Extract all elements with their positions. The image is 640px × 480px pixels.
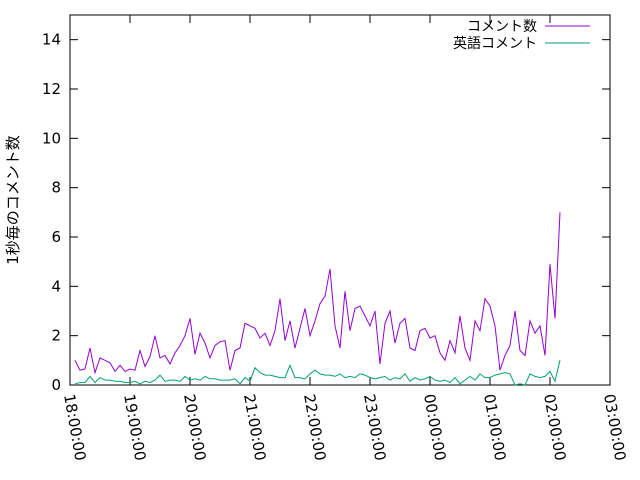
- x-tick-label: 02:00:00: [540, 393, 569, 462]
- x-tick-label: 19:00:00: [120, 393, 149, 462]
- y-tick-label: 8: [51, 179, 61, 197]
- x-tick-label: 21:00:00: [240, 393, 269, 462]
- legend-label: コメント数: [467, 19, 537, 35]
- series-line-2: [74, 360, 561, 386]
- y-tick-label: 2: [51, 327, 61, 345]
- y-tick-label: 4: [51, 277, 61, 295]
- y-tick-label: 6: [51, 228, 61, 246]
- x-tick-label: 23:00:00: [360, 393, 389, 462]
- series-line-1: [74, 212, 561, 375]
- ticks: 0 2 4 6 8 10 12 14 18:00:00 19:00:00 20:00:00 21:00…: [42, 15, 629, 462]
- y-tick-label: 10: [42, 129, 61, 147]
- x-tick-label: 03:00:00: [600, 393, 629, 462]
- x-tick-label: 20:00:00: [180, 393, 209, 462]
- x-tick-label: 22:00:00: [300, 393, 329, 462]
- legend-label: 英語コメント: [453, 35, 537, 52]
- x-tick-label: 00:00:00: [420, 393, 449, 462]
- axes: [69, 14, 611, 386]
- x-tick-label: 01:00:00: [480, 393, 509, 462]
- y-axis-label: 1秒毎のコメント数: [4, 135, 22, 265]
- y-tick-label: 14: [42, 31, 61, 49]
- plot-border: [69, 14, 611, 386]
- y-tick-label: 12: [42, 80, 61, 98]
- y-tick-label: 0: [51, 376, 61, 394]
- x-tick-label: 18:00:00: [60, 393, 89, 462]
- series-group: [74, 212, 561, 386]
